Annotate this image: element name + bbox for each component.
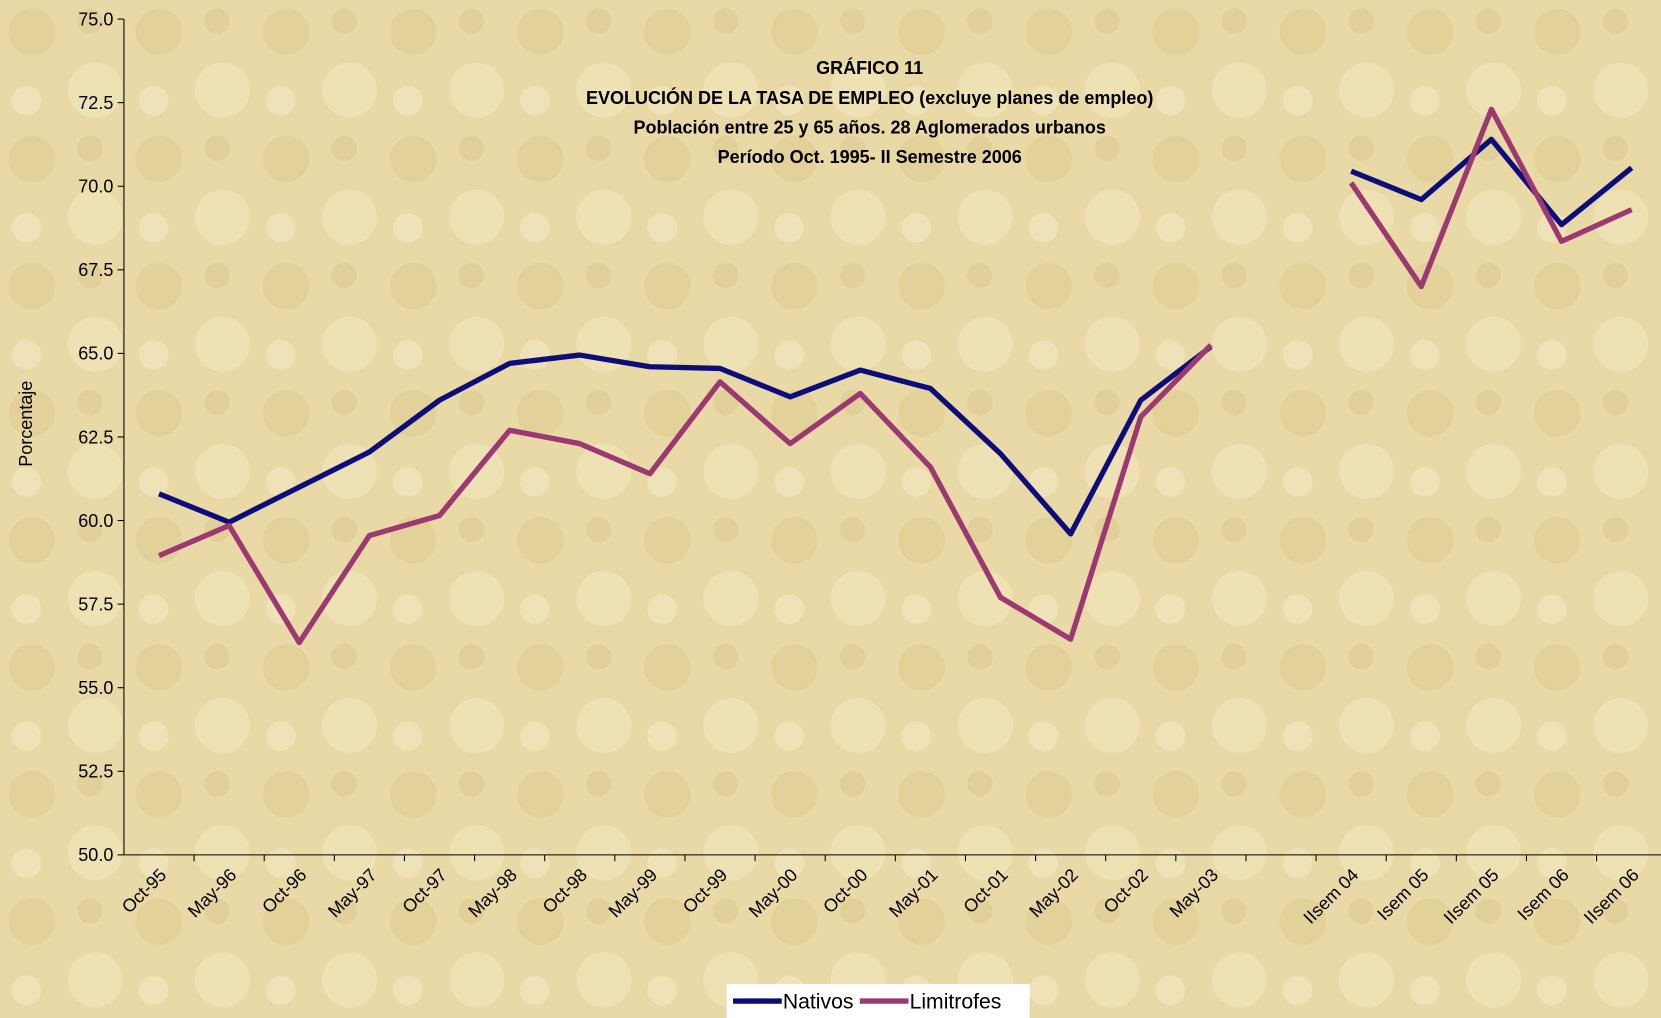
y-tick-label: 72.5	[78, 93, 113, 113]
y-tick-label: 55.0	[78, 678, 113, 698]
y-tick-label: 52.5	[78, 762, 113, 782]
y-tick-label: 57.5	[78, 594, 113, 614]
legend-label: Limitrofes	[910, 990, 1002, 1013]
y-tick-label: 65.0	[78, 344, 113, 364]
chart-subtitle: Período Oct. 1995- II Semestre 2006	[718, 147, 1022, 167]
chart-subtitle: Población entre 25 y 65 años. 28 Aglomer…	[633, 117, 1105, 137]
chart-title: GRÁFICO 11	[816, 57, 923, 78]
series-line	[157, 106, 1633, 646]
y-tick-label: 75.0	[78, 9, 113, 29]
legend-label: Nativos	[783, 990, 854, 1013]
y-tick-label: 50.0	[78, 845, 113, 865]
y-axis-label: Porcentaje	[16, 381, 36, 467]
y-tick-label: 67.5	[78, 260, 113, 280]
y-tick-label: 62.5	[78, 427, 113, 447]
chart-subtitle: EVOLUCIÓN DE LA TASA DE EMPLEO (excluye …	[586, 87, 1153, 108]
series-line	[158, 136, 1634, 537]
y-tick-label: 60.0	[78, 511, 113, 531]
y-tick-label: 70.0	[78, 177, 113, 197]
legend: Nativos Limitrofes	[726, 984, 1030, 1018]
